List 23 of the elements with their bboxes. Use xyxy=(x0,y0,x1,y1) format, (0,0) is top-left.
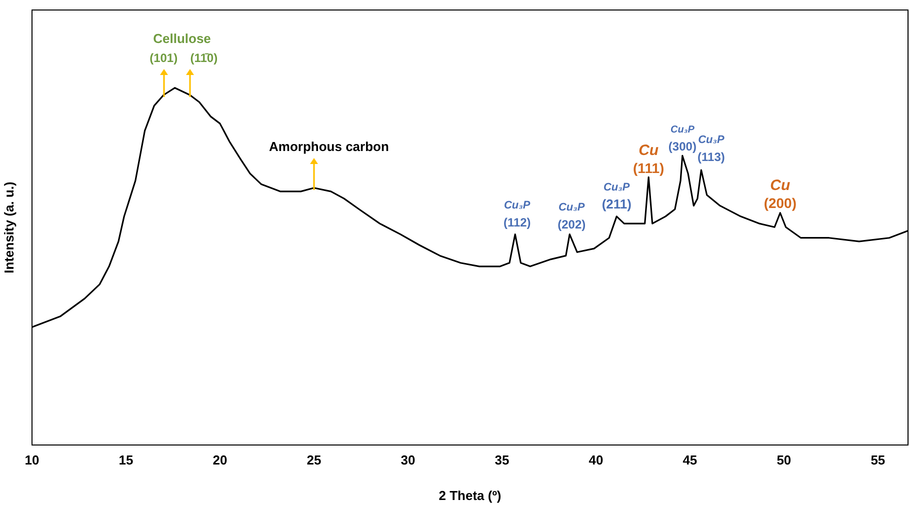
annotation: Cu₃P (300) xyxy=(668,124,696,154)
x-tick-label: 40 xyxy=(588,452,604,468)
x-tick-label: 45 xyxy=(682,452,698,468)
x-tick-label: 20 xyxy=(212,452,228,468)
annotation: Cu₃P (211) xyxy=(602,181,632,212)
annotation: Cu (200) xyxy=(764,176,797,211)
y-axis-title: Intensity (a. u.) xyxy=(1,182,16,274)
annotation: (11̄0) xyxy=(190,51,218,65)
x-tick-label: 55 xyxy=(870,452,886,468)
x-tick-label: 35 xyxy=(494,452,510,468)
annotation: Cu₃P (202) xyxy=(558,201,586,232)
x-tick-label: 10 xyxy=(24,452,40,468)
annotation: Cu₃P (113) xyxy=(698,134,726,164)
x-tick-label: 50 xyxy=(776,452,792,468)
x-tick-label: 25 xyxy=(306,452,322,468)
x-tick-label: 15 xyxy=(118,452,134,468)
text: Cellulose xyxy=(153,31,211,46)
x-axis-title: 2 Theta (º) xyxy=(438,488,502,503)
annotation: Amorphous carbon xyxy=(269,138,389,154)
annotation: (101) xyxy=(150,51,178,65)
x-tick-label: 30 xyxy=(400,452,416,468)
annotation: Cu (111) xyxy=(633,142,664,176)
annotation: Cu₃P (112) xyxy=(503,199,531,230)
